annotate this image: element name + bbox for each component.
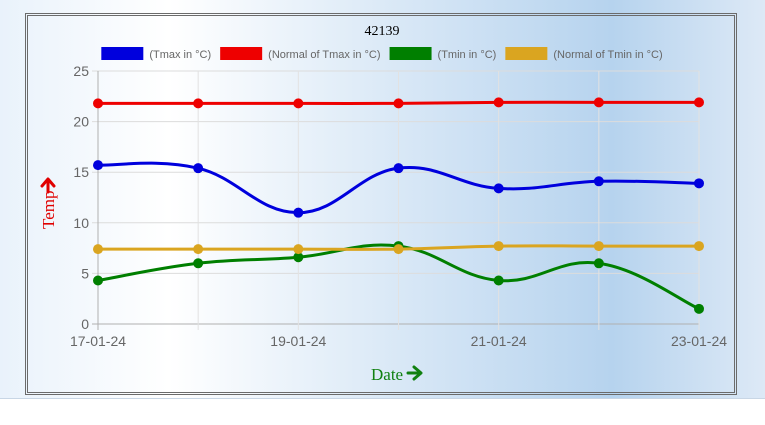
data-point — [193, 258, 204, 269]
chart-border — [25, 13, 737, 395]
x-tick-label: 19-01-24 — [270, 333, 326, 349]
x-tick-label: 23-01-24 — [671, 333, 727, 349]
data-point — [593, 97, 604, 108]
series-group — [93, 97, 704, 109]
data-point — [293, 244, 304, 255]
legend-label: (Tmax in °C) — [149, 49, 211, 61]
data-point — [493, 241, 504, 252]
data-point — [493, 275, 504, 286]
data-point — [393, 163, 404, 174]
data-point — [694, 303, 704, 314]
chart-title: 42139 — [365, 24, 400, 39]
data-point — [93, 275, 103, 286]
data-point — [293, 252, 304, 263]
y-tick-label: 5 — [81, 265, 89, 281]
legend-label: (Tmin in °C) — [438, 49, 497, 61]
legend-item: (Normal of Tmax in °C) — [220, 47, 381, 61]
chart-panel: 0 5 10 15 20 25 17-01-24 19-01-24 21-01-24 23-01-… — [0, 0, 765, 399]
legend-item: (Tmax in °C) — [101, 47, 211, 61]
data-point — [93, 160, 103, 171]
x-axis-label: Date — [371, 365, 423, 384]
x-tick-label: 21-01-24 — [471, 333, 527, 349]
legend-item: (Tmin in °C) — [389, 47, 497, 61]
legend-item: (Normal of Tmin in °C) — [505, 47, 663, 61]
data-point — [593, 241, 604, 252]
legend-swatch — [220, 47, 263, 60]
data-point — [293, 207, 304, 218]
legend-swatch — [505, 47, 548, 60]
data-point — [293, 98, 304, 109]
data-point — [493, 183, 504, 194]
data-point — [193, 163, 204, 174]
temperature-chart: 0 5 10 15 20 25 17-01-24 19-01-24 21-01-24 23-01-… — [39, 24, 727, 384]
series-group — [93, 160, 704, 218]
data-point — [193, 244, 204, 255]
x-axis-label-text: Date — [371, 365, 403, 384]
legend-label: (Normal of Tmax in °C) — [268, 49, 380, 61]
y-tick-label: 0 — [81, 316, 89, 332]
x-tick-label: 17-01-24 — [70, 333, 126, 349]
data-point — [93, 98, 103, 109]
grid — [92, 70, 700, 330]
data-point — [694, 178, 704, 189]
y-tick-label: 20 — [73, 114, 89, 130]
y-axis-label: Temp — [39, 177, 58, 229]
legend: (Tmax in °C) (Normal of Tmax in °C) (Tmin … — [101, 47, 663, 61]
series — [93, 97, 704, 314]
right-arrow-icon — [406, 365, 423, 381]
data-point — [593, 258, 604, 269]
data-point — [593, 176, 604, 187]
data-point — [694, 241, 704, 252]
legend-label: (Normal of Tmin in °C) — [553, 49, 662, 61]
data-point — [694, 97, 704, 108]
data-point — [393, 98, 404, 109]
up-arrow-icon — [40, 177, 56, 194]
data-point — [493, 97, 504, 108]
legend-swatch — [389, 47, 432, 60]
legend-swatch — [101, 47, 144, 60]
data-point — [193, 98, 204, 109]
axes: 0 5 10 15 20 25 17-01-24 19-01-24 21-01-24 23-01-… — [70, 63, 727, 349]
y-tick-label: 10 — [73, 215, 89, 231]
y-axis-label-text: Temp — [39, 191, 58, 229]
data-point — [93, 244, 103, 255]
series-group — [93, 241, 704, 255]
y-tick-label: 25 — [73, 63, 89, 79]
y-tick-label: 15 — [73, 164, 89, 180]
data-point — [393, 244, 404, 255]
